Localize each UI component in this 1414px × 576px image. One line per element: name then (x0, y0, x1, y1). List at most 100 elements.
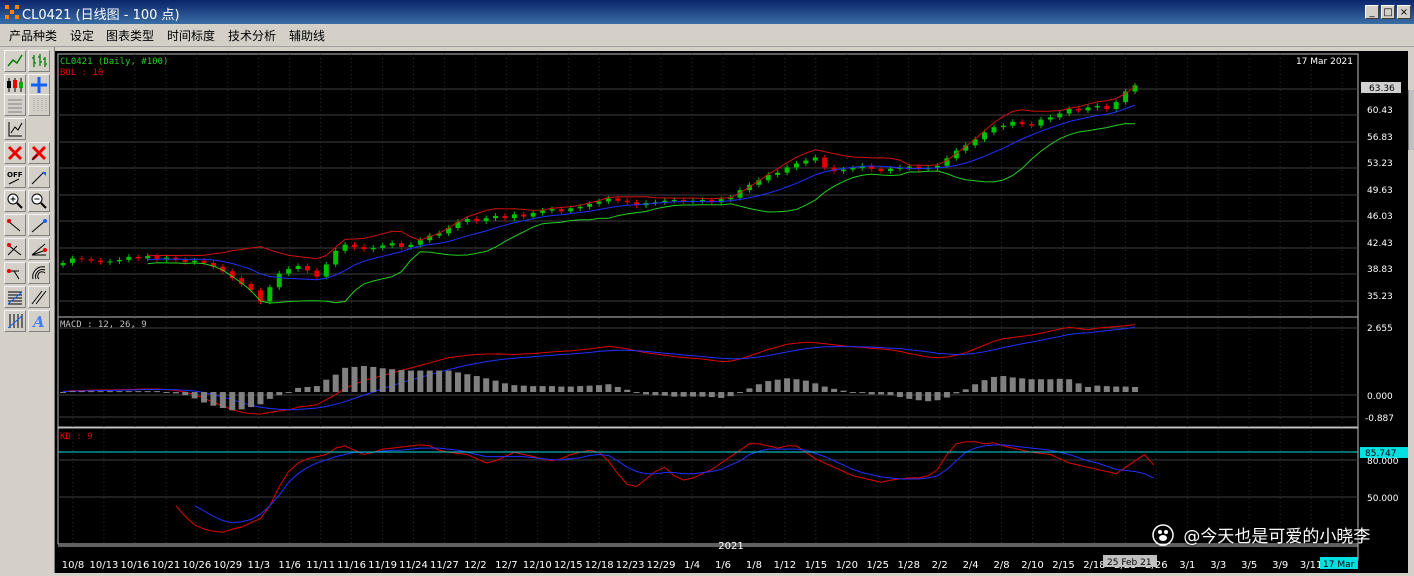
candle-body (342, 244, 348, 251)
candle-body (681, 199, 687, 202)
title-bar[interactable]: CL0421 (日线图 - 100 点) _ □ × (0, 0, 1414, 24)
macd-histogram-bar (614, 387, 621, 393)
candlesticks (60, 82, 1138, 305)
macd-histogram-bar (238, 392, 245, 410)
candle-body (850, 168, 856, 170)
candle-body (88, 259, 94, 261)
trendline-tool-icon[interactable] (4, 118, 26, 140)
macd-histogram-bar (125, 391, 132, 393)
macd-histogram-bar (135, 391, 142, 393)
menu-time-scale[interactable]: 时间标度 (167, 29, 216, 43)
vertical-scrollbar[interactable] (1408, 90, 1414, 150)
candle-body (455, 221, 461, 229)
candle-body (935, 165, 941, 169)
pencil-line-icon[interactable] (4, 214, 26, 236)
macd-histogram-bar (849, 392, 856, 394)
candle-body (201, 260, 207, 263)
candle-body (869, 165, 875, 169)
candle-body (79, 258, 85, 260)
angle-line-icon[interactable] (4, 238, 26, 260)
macd-histogram-bar (342, 367, 349, 393)
candle-body (116, 259, 122, 262)
candle-body (840, 169, 846, 172)
kd-y-label: 80.000 (1367, 457, 1399, 467)
arc-icon[interactable] (28, 262, 50, 284)
levels-icon[interactable] (4, 310, 26, 332)
off-icon[interactable]: OFF (4, 166, 26, 188)
move-icon[interactable] (4, 262, 26, 284)
menu-product-type[interactable]: 产品种类 (9, 29, 58, 43)
menu-auxiliary-lines[interactable]: 辅助线 (289, 29, 326, 43)
window-title: CL0421 (日线图 - 100 点) (22, 8, 180, 23)
macd-histogram-bar (567, 386, 574, 393)
hide-grid-icon[interactable] (28, 94, 50, 116)
macd-histogram-bar (943, 392, 950, 398)
macd-histogram-bar (548, 386, 555, 393)
zoom-in-icon[interactable] (4, 190, 26, 212)
text-icon[interactable]: A (28, 310, 50, 332)
grid-icon[interactable] (4, 94, 26, 116)
candle-body (380, 245, 386, 248)
macd-panel-title: MACD : 12, 26, 9 (60, 320, 147, 330)
candle-body (239, 278, 245, 285)
macd-histogram-bar (699, 392, 706, 397)
macd-histogram-bar (990, 376, 997, 393)
macd-histogram-bar (60, 392, 66, 394)
macd-histogram-bar (191, 392, 198, 399)
macd-histogram-bar (539, 386, 546, 393)
bar-chart-icon[interactable] (28, 50, 50, 72)
scroll-up-button[interactable] (1408, 78, 1414, 88)
x-tick-label: 3/3 (1210, 560, 1226, 571)
fan-icon[interactable] (28, 238, 50, 260)
pointer-draw-icon[interactable] (28, 166, 50, 188)
menu-chart-type[interactable]: 图表类型 (106, 29, 155, 43)
zoom-out-icon[interactable] (28, 190, 50, 212)
cursor-date-label: 25 Feb 21 (1107, 558, 1152, 568)
x-tick-label: 1/6 (715, 560, 731, 571)
macd-histogram-bar (1103, 386, 1110, 393)
x-tick-label: 10/29 (213, 560, 242, 571)
candlestick-icon[interactable] (4, 74, 26, 96)
macd-histogram-bar (812, 383, 819, 393)
fibonacci-icon[interactable] (4, 286, 26, 308)
delete-all-icon[interactable] (28, 142, 50, 164)
ruler-icon[interactable] (28, 214, 50, 236)
candle-body (916, 166, 922, 169)
maximize-button[interactable]: □ (1381, 5, 1395, 19)
macd-histogram-bar (878, 392, 885, 395)
crosshair-icon[interactable] (28, 74, 50, 96)
macd-histogram-bar (323, 379, 330, 393)
x-tick-label: 1/20 (836, 560, 858, 571)
channel-icon[interactable] (28, 286, 50, 308)
menu-bar: 产品种类 设定 图表类型 时间标度 技术分析 辅助线 (0, 24, 1414, 47)
macd-histogram-bar (492, 380, 499, 393)
x-tick-label: 3/1 (1179, 560, 1195, 571)
chart-window[interactable]: CL0421 (Daily, #100) BOL : 10 17 Mar 202… (55, 51, 1408, 573)
menu-technical-analysis[interactable]: 技术分析 (228, 29, 277, 43)
x-tick-label: 1/28 (897, 560, 919, 571)
candle-body (558, 209, 564, 212)
app-icon (5, 5, 19, 19)
macd-histogram-bar (219, 392, 226, 409)
chart-canvas[interactable]: CL0421 (Daily, #100) BOL : 10 17 Mar 202… (55, 51, 1408, 573)
minimize-button[interactable]: _ (1365, 5, 1379, 19)
macd-histogram-bar (802, 380, 809, 393)
candle-body (60, 262, 66, 266)
macd-histogram-bar (558, 386, 565, 393)
candle-body (257, 290, 263, 302)
delete-icon[interactable] (4, 142, 26, 164)
candle-body (991, 127, 997, 133)
menu-settings[interactable]: 设定 (70, 29, 95, 43)
x-tick-label: 1/8 (746, 560, 762, 571)
candle-body (276, 273, 282, 288)
candle-body (982, 132, 988, 140)
line-chart-icon[interactable] (4, 50, 26, 72)
close-button[interactable]: × (1397, 5, 1411, 19)
macd-histogram-bar (1122, 386, 1129, 393)
candle-body (408, 244, 414, 247)
macd-histogram-bar (182, 392, 189, 396)
macd-y-label: 2.655 (1367, 324, 1393, 334)
macd-histogram-bar (1132, 387, 1138, 393)
kd-d-line (194, 444, 1155, 524)
macd-histogram-bar (1113, 386, 1120, 393)
